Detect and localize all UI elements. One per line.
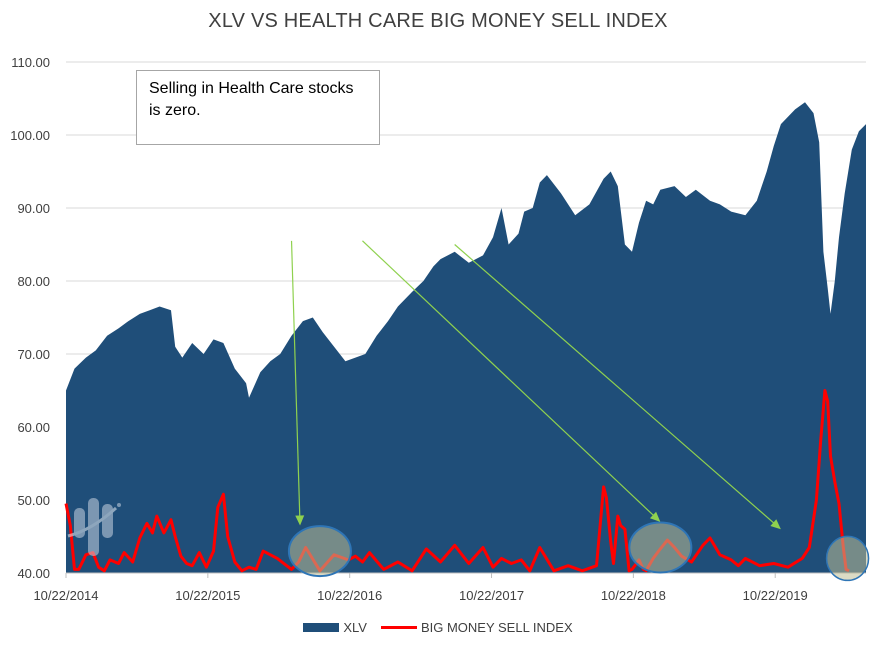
xlv-area — [66, 102, 866, 573]
sell-index-line-layer — [64, 389, 850, 573]
highlight-circle — [628, 521, 693, 574]
legend: XLV BIG MONEY SELL INDEX — [0, 620, 876, 635]
legend-entry-xlv: XLV — [303, 620, 367, 635]
y-tick-label: 90.00 — [17, 201, 50, 216]
legend-swatch-xlv — [303, 623, 340, 632]
y-tick-label: 70.00 — [17, 347, 50, 362]
highlight-circle — [825, 535, 870, 582]
x-tick-label: 10/22/2016 — [317, 588, 382, 603]
y-axis-tick-labels: 110.00 100.00 90.00 80.00 70.00 60.00 50.00 40.… — [10, 55, 50, 581]
highlight-circle — [287, 525, 352, 578]
y-tick-label: 60.00 — [17, 420, 50, 435]
x-tick-label: 10/22/2015 — [175, 588, 240, 603]
x-axis — [65, 572, 866, 578]
x-tick-label: 10/22/2019 — [743, 588, 808, 603]
y-tick-label: 80.00 — [17, 274, 50, 289]
arrow-head — [649, 511, 661, 522]
logo-bar — [102, 504, 113, 538]
arrow-head — [295, 515, 305, 526]
arrow-shaft — [290, 240, 301, 517]
logo-dot — [117, 503, 121, 507]
xlv-area-layer — [66, 102, 866, 573]
legend-entry-sell-index: BIG MONEY SELL INDEX — [380, 620, 573, 635]
sell-index-line — [64, 389, 850, 573]
x-tick-label: 10/22/2017 — [459, 588, 524, 603]
annotation-box: Selling in Health Care stocks is zero. — [136, 70, 380, 145]
legend-swatch-sell-index — [380, 626, 417, 629]
logo-bar — [88, 498, 99, 556]
arrow-shaft — [454, 244, 775, 524]
legend-label-xlv: XLV — [343, 620, 367, 635]
chart-title: XLV VS HEALTH CARE BIG MONEY SELL INDEX — [208, 10, 668, 32]
arrow-shaft — [362, 240, 655, 517]
x-tick-label: 10/22/2014 — [33, 588, 98, 603]
annotation-arrows — [290, 240, 781, 530]
arrow-head — [770, 519, 781, 530]
y-tick-label: 40.00 — [17, 566, 50, 581]
y-tick-label: 100.00 — [10, 128, 50, 143]
highlight-circles — [287, 521, 870, 582]
watermark-logo — [67, 498, 121, 556]
y-tick-label: 110.00 — [11, 55, 50, 70]
logo-icon — [67, 498, 121, 556]
legend-label-sell-index: BIG MONEY SELL INDEX — [420, 620, 573, 635]
x-axis-tick-labels: 10/22/2014 10/22/2015 10/22/2016 10/22/2017… — [33, 588, 807, 603]
x-tick-label: 10/22/2018 — [601, 588, 666, 603]
logo-swoosh — [67, 506, 118, 538]
y-tick-label: 50.00 — [17, 493, 50, 508]
